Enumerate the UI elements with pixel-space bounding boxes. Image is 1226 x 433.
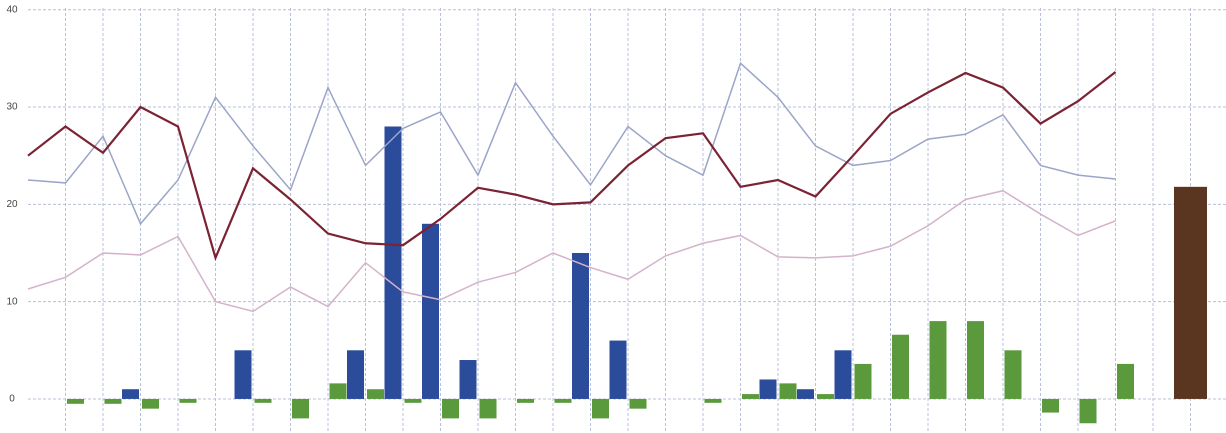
bar (1174, 186, 1207, 399)
bar (1079, 398, 1097, 424)
bar (929, 321, 947, 399)
bar (1117, 363, 1134, 399)
bar (759, 379, 777, 399)
bar (234, 350, 252, 399)
bar (1042, 398, 1059, 413)
bar (347, 350, 364, 399)
y-tick-label: 0 (9, 394, 15, 405)
bar (179, 398, 197, 403)
bar (572, 252, 589, 399)
bar (1004, 350, 1022, 399)
y-tick-label: 20 (6, 199, 18, 210)
line (27, 189, 1116, 313)
bar (442, 398, 459, 419)
bar (422, 223, 439, 399)
y-tick-label: 10 (6, 296, 18, 307)
bar (892, 334, 909, 399)
bar (292, 398, 309, 419)
bar (797, 389, 814, 399)
y-tick-label: 30 (6, 102, 18, 113)
line (27, 61, 1116, 226)
bar (854, 363, 872, 399)
bar (67, 398, 84, 404)
bar (122, 389, 139, 399)
bar (384, 126, 402, 399)
bar (367, 389, 384, 399)
bar (592, 398, 609, 419)
bar (459, 360, 477, 399)
bar (254, 398, 272, 403)
bar (817, 394, 834, 399)
bar (554, 398, 572, 403)
bar (629, 398, 647, 409)
bar (329, 383, 347, 399)
line (27, 71, 1117, 262)
bar (517, 398, 534, 403)
y-tick-label: 40 (6, 4, 18, 15)
bar (404, 398, 422, 403)
bar (742, 394, 759, 399)
bar (779, 383, 797, 399)
bar (609, 340, 627, 399)
bar (479, 398, 497, 419)
bar (967, 321, 984, 399)
bar (142, 398, 159, 409)
bar (834, 350, 852, 399)
bar (104, 398, 122, 404)
bar (704, 398, 722, 403)
